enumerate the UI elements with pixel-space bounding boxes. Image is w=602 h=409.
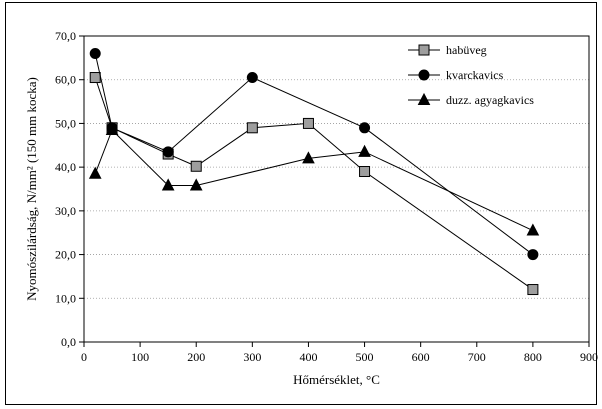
- y-axis-ticks: 0,0 10,0 20,0 30,0 40,0 50,0 60,0 70,0: [55, 29, 84, 349]
- plot-area-border: [83, 35, 590, 343]
- legend-label: habüveg: [446, 43, 487, 57]
- legend-label: kvarckavics: [446, 68, 504, 82]
- data-point-circle: [246, 72, 258, 84]
- grid-lines: [84, 79, 589, 299]
- x-tick-label: 900: [580, 350, 598, 364]
- y-tick-label: 20,0: [55, 248, 76, 262]
- legend: habüveg kvarckavics duzz. agyagkavics: [408, 43, 534, 107]
- series-2: [88, 122, 540, 236]
- data-point-triangle: [161, 178, 175, 191]
- series-line: [94, 129, 534, 231]
- data-point-circle: [359, 122, 371, 134]
- y-tick-label: 10,0: [55, 291, 76, 305]
- series-layer: [88, 47, 540, 296]
- y-axis-label: Nyomószilárdság, N/mm² (150 mm kocka): [24, 77, 39, 301]
- data-point-square: [359, 166, 371, 178]
- x-tick-label: 500: [356, 350, 374, 364]
- x-tick-label: 0: [81, 350, 87, 364]
- data-point-triangle: [302, 151, 315, 164]
- legend-label: duzz. agyagkavics: [446, 93, 534, 107]
- x-axis-ticks: 0 100 200 300 400 500 600 700 800 900: [81, 342, 598, 364]
- legend-item: kvarckavics: [408, 68, 504, 82]
- series-line: [94, 53, 534, 255]
- data-point-square: [246, 122, 258, 134]
- y-tick-label: 0,0: [61, 335, 76, 349]
- y-tick-label: 60,0: [55, 73, 76, 87]
- legend-item: habüveg: [408, 43, 487, 57]
- x-tick-label: 300: [243, 350, 261, 364]
- data-point-circle: [418, 69, 430, 81]
- data-point-circle: [162, 146, 174, 158]
- data-point-triangle: [358, 144, 371, 157]
- legend-item: duzz. agyagkavics: [408, 92, 534, 107]
- x-tick-label: 200: [187, 350, 205, 364]
- data-point-triangle: [417, 92, 431, 105]
- y-tick-label: 50,0: [55, 116, 76, 130]
- y-tick-label: 30,0: [55, 204, 76, 218]
- x-tick-label: 400: [299, 350, 317, 364]
- x-tick-label: 800: [524, 350, 542, 364]
- x-tick-label: 100: [131, 350, 149, 364]
- data-point-triangle: [88, 166, 102, 179]
- data-point-square: [418, 44, 430, 56]
- data-point-circle: [89, 47, 101, 59]
- data-point-circle: [527, 249, 539, 261]
- x-tick-label: 600: [412, 350, 430, 364]
- data-point-square: [302, 117, 314, 129]
- data-point-square: [527, 284, 539, 296]
- x-axis-label: Hőmérséklet, °C: [293, 372, 380, 387]
- data-point-triangle: [105, 122, 119, 135]
- y-tick-label: 40,0: [55, 160, 76, 174]
- data-point-triangle: [526, 223, 540, 236]
- data-point-square: [190, 160, 202, 172]
- data-point-square: [89, 72, 101, 84]
- series-line: [94, 77, 534, 290]
- chart-frame: [5, 2, 597, 405]
- x-tick-label: 700: [468, 350, 486, 364]
- data-point-triangle: [189, 178, 203, 191]
- y-tick-label: 70,0: [55, 29, 76, 43]
